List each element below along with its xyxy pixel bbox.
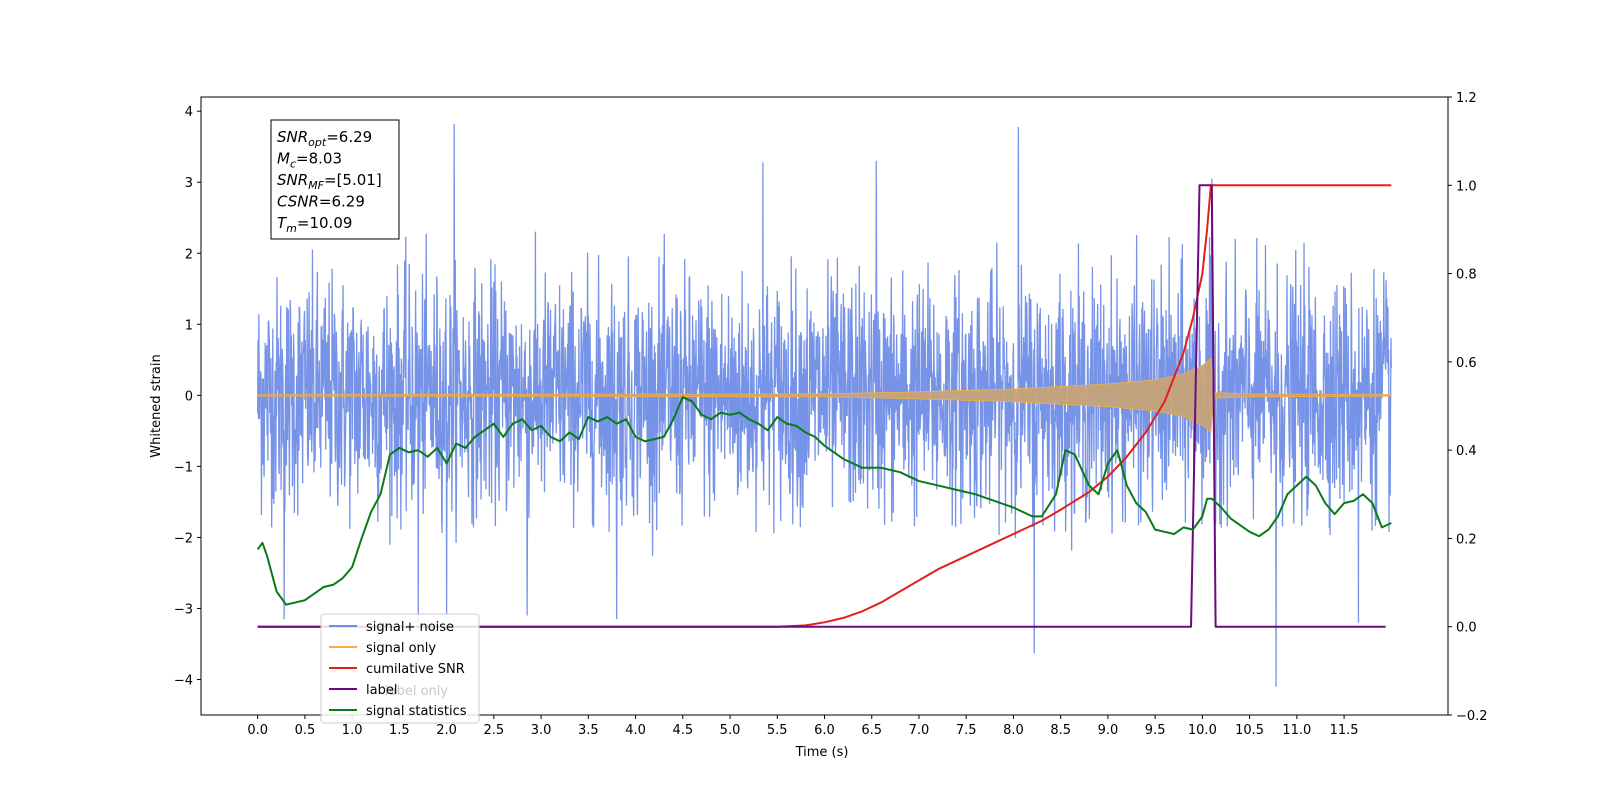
x-tick-label: 1.0 xyxy=(342,723,363,738)
stats-line-base: T xyxy=(277,214,288,232)
legend: label only signal+ noise signal only cumil… xyxy=(320,613,480,724)
stats-line-base: SNR xyxy=(277,128,308,146)
y2-tick-label: 1.2 xyxy=(1456,91,1477,106)
stats-line: SNRopt=6.29 xyxy=(277,128,372,149)
stats-line-base: M xyxy=(277,150,290,168)
stats-line: Tm=10.09 xyxy=(277,214,352,235)
x-tick-label: 3.0 xyxy=(531,723,552,738)
x-tick-label: 6.5 xyxy=(861,723,882,738)
stats-line-sub: m xyxy=(286,222,297,235)
stats-line-value: =[5.01] xyxy=(324,171,382,189)
y-tick-label: 2 xyxy=(185,247,193,262)
legend-label: signal statistics xyxy=(366,704,467,719)
x-tick-label: 1.5 xyxy=(389,723,410,738)
x-axis-label: Time (s) xyxy=(795,745,849,760)
y-tick-label: 1 xyxy=(185,318,193,333)
stats-line: CSNR=6.29 xyxy=(277,193,365,211)
x-tick-label: 4.5 xyxy=(672,723,693,738)
x-tick-label: 9.5 xyxy=(1145,723,1166,738)
legend-frame xyxy=(320,613,480,724)
x-tick-label: 7.0 xyxy=(909,723,930,738)
y-tick-label: 3 xyxy=(185,176,193,191)
y-tick-label: −4 xyxy=(174,673,193,688)
stats-line-sub: opt xyxy=(308,136,327,149)
x-tick-label: 5.5 xyxy=(767,723,788,738)
x-tick-label: 8.5 xyxy=(1050,723,1071,738)
x-tick-label: 10.5 xyxy=(1235,723,1264,738)
x-tick-label: 2.0 xyxy=(436,723,457,738)
x-tick-label: 2.5 xyxy=(484,723,505,738)
x-tick-label: 4.0 xyxy=(625,723,646,738)
x-tick-label: 11.5 xyxy=(1330,723,1359,738)
stats-box-frame xyxy=(270,119,400,240)
x-tick-label: 9.0 xyxy=(1098,723,1119,738)
y-tick-label: 0 xyxy=(185,389,193,404)
stats-line-value: =8.03 xyxy=(296,150,342,168)
series-line-signal-statistics xyxy=(256,396,1392,606)
legend-label: cumilative SNR xyxy=(366,662,465,677)
y2-tick-label: 1.0 xyxy=(1456,179,1477,194)
stats-line-value: =6.29 xyxy=(319,193,365,211)
x-tick-label: 7.5 xyxy=(956,723,977,738)
legend-label: signal+ noise xyxy=(366,620,454,635)
stats-line: SNRMF=[5.01] xyxy=(277,171,382,192)
stats-line: Mc=8.03 xyxy=(277,150,342,171)
series-cumulative-snr xyxy=(257,184,1392,628)
stats-line-base: SNR xyxy=(277,171,308,189)
y2-tick-label: 0.4 xyxy=(1456,444,1477,459)
x-tick-label: 3.5 xyxy=(578,723,599,738)
y-tick-label: −2 xyxy=(174,531,193,546)
y2-tick-label: 0.2 xyxy=(1456,532,1477,547)
x-tick-label: 6.0 xyxy=(814,723,835,738)
series-band-signal-only xyxy=(257,357,1392,434)
y2-tick-label: −0.2 xyxy=(1456,709,1488,724)
x-tick-label: 11.0 xyxy=(1282,723,1311,738)
y2-tick-label: 0.8 xyxy=(1456,268,1477,283)
x-tick-label: 8.0 xyxy=(1003,723,1024,738)
y2-tick-label: 0.6 xyxy=(1456,356,1477,371)
y2-tick-label: 0.0 xyxy=(1456,621,1477,636)
y-axis-label: Whitened strain xyxy=(149,354,164,457)
stats-line-value: =10.09 xyxy=(297,214,353,232)
series-line-label xyxy=(257,184,1386,628)
y-axis-left: 4 3 2 1 0 −1 −2 −3 −4 xyxy=(174,105,201,688)
legend-ghost-text: label only xyxy=(385,684,448,699)
y-tick-label: 4 xyxy=(185,105,193,120)
y-tick-label: −1 xyxy=(174,460,193,475)
y-tick-label: −3 xyxy=(174,602,193,617)
y-axis-right: 1.2 1.0 0.8 0.6 0.4 0.2 0.0 −0.2 xyxy=(1448,91,1488,724)
stats-line-sub: MF xyxy=(308,179,324,192)
series-signal-statistics xyxy=(256,396,1392,606)
legend-label: label xyxy=(366,683,397,698)
x-axis: 0.0 0.5 1.0 1.5 2.0 2.5 3.0 3.5 4.0 4.5 5.0 5.5 6.0 6… xyxy=(247,715,1359,738)
stats-line-value: =6.29 xyxy=(326,128,372,146)
series-signal-only xyxy=(257,357,1392,434)
x-tick-label: 10.0 xyxy=(1188,723,1217,738)
x-tick-label: 0.0 xyxy=(247,723,268,738)
x-tick-label: 0.5 xyxy=(295,723,316,738)
series-label xyxy=(257,184,1386,628)
legend-label: signal only xyxy=(366,641,436,656)
stats-line-sub: c xyxy=(290,158,296,171)
stats-line-base: CSNR xyxy=(277,193,319,211)
x-tick-label: 5.0 xyxy=(720,723,741,738)
series-line-cumulative-snr xyxy=(257,184,1392,628)
stats-box: SNRopt=6.29Mc=8.03SNRMF=[5.01]CSNR=6.29T… xyxy=(270,119,400,240)
